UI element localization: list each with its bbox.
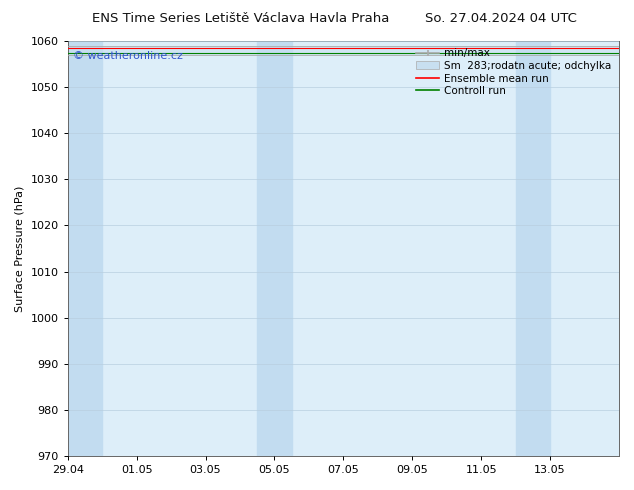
Bar: [68, 41, 102, 456]
Bar: [257, 41, 292, 456]
Bar: [515, 41, 550, 456]
Y-axis label: Surface Pressure (hPa): Surface Pressure (hPa): [15, 185, 25, 312]
Text: © weatheronline.cz: © weatheronline.cz: [73, 51, 183, 61]
Legend: min/max, Sm  283;rodatn acute; odchylka, Ensemble mean run, Controll run: min/max, Sm 283;rodatn acute; odchylka, …: [414, 46, 614, 98]
Text: So. 27.04.2024 04 UTC: So. 27.04.2024 04 UTC: [425, 12, 577, 25]
Text: ENS Time Series Letiště Václava Havla Praha: ENS Time Series Letiště Václava Havla Pr…: [92, 12, 390, 25]
